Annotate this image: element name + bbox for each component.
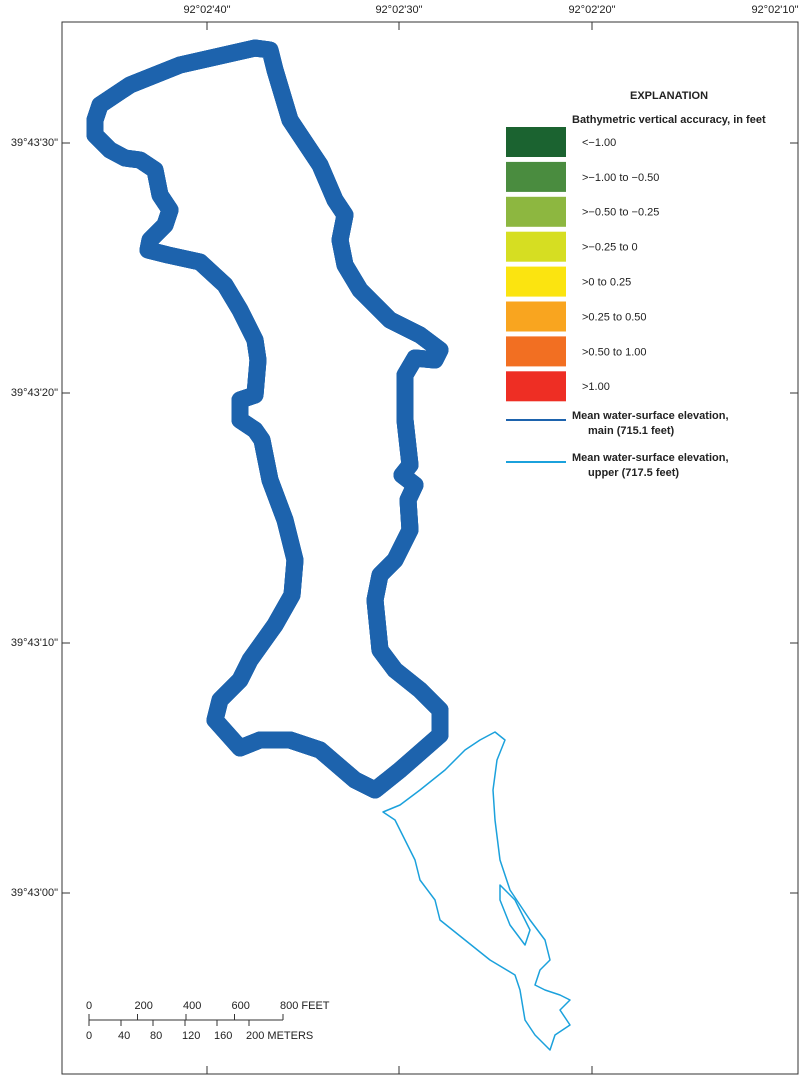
scale-label: 120 <box>182 1030 200 1042</box>
legend-label: main (715.1 feet) <box>588 425 675 437</box>
map-frame <box>61 21 799 1075</box>
bathymetry-surface <box>95 48 440 790</box>
scale-label: 200 <box>135 1000 153 1012</box>
legend-label: <−1.00 <box>582 137 616 149</box>
legend-swatch <box>506 127 566 157</box>
legend-label: Mean water-surface elevation, <box>572 410 729 422</box>
latitude-label: 39°43'30" <box>11 137 58 149</box>
scale-label: 400 <box>183 1000 201 1012</box>
legend-label: >0.25 to 0.50 <box>582 311 647 323</box>
longitude-label: 92°02'20" <box>568 4 615 16</box>
scale-bar: 0 200 400 600 800 FEET 0 40 80 120 160 200 METERS <box>86 1000 330 1042</box>
legend-swatch <box>506 371 566 402</box>
longitude-label: 92°02'30" <box>375 4 422 16</box>
legend-label: upper (717.5 feet) <box>588 467 679 479</box>
main-lake <box>86 39 449 799</box>
legend-swatch <box>506 266 566 297</box>
legend-label: >−0.25 to 0 <box>582 242 638 254</box>
legend-label: Mean water-surface elevation, <box>572 452 729 464</box>
scale-label: 0 <box>86 1030 92 1042</box>
scale-label: 800 FEET <box>280 1000 330 1012</box>
longitude-label: 92°02'10" <box>751 4 798 16</box>
scale-label: 600 <box>232 1000 250 1012</box>
graticule-ticks <box>62 22 798 1074</box>
latitude-label: 39°43'20" <box>11 387 58 399</box>
upper-shoreline <box>382 731 571 1051</box>
legend-label: >0 to 0.25 <box>582 277 631 289</box>
legend-swatch <box>506 301 566 332</box>
island <box>499 884 531 946</box>
scale-label: 0 <box>86 1000 92 1012</box>
scale-label: 200 METERS <box>246 1030 313 1042</box>
legend-swatch <box>506 196 566 227</box>
legend-subtitle: Bathymetric vertical accuracy, in feet <box>572 114 766 126</box>
legend-swatch <box>506 231 566 262</box>
longitude-label: 92°02'40" <box>183 4 230 16</box>
legend-swatch <box>506 161 566 192</box>
legend: EXPLANATION Bathymetric vertical accurac… <box>506 90 766 479</box>
scale-label: 80 <box>150 1030 162 1042</box>
upper-lake <box>382 731 571 1051</box>
latitude-label: 39°43'10" <box>11 637 58 649</box>
legend-label: >−1.00 to −0.50 <box>582 172 659 184</box>
legend-label: >1.00 <box>582 381 610 393</box>
legend-title: EXPLANATION <box>630 90 708 102</box>
legend-label: >−0.50 to −0.25 <box>582 207 659 219</box>
legend-label: >0.50 to 1.00 <box>582 346 647 358</box>
scale-label: 40 <box>118 1030 130 1042</box>
latitude-label: 39°43'00" <box>11 887 58 899</box>
legend-swatch <box>506 336 566 367</box>
scale-label: 160 <box>214 1030 232 1042</box>
